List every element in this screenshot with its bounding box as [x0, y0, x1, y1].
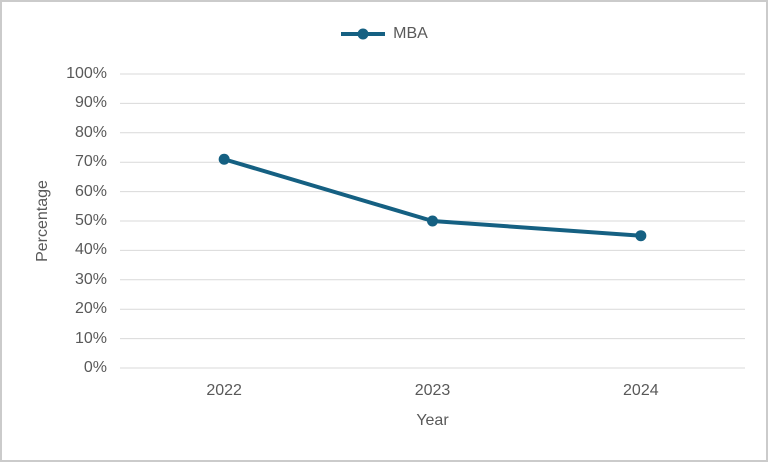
x-axis-title: Year	[416, 412, 449, 429]
legend-label: MBA	[393, 25, 428, 42]
x-tick-label: 2024	[623, 382, 659, 399]
data-point-marker	[635, 230, 647, 242]
y-tick-label: 70%	[74, 153, 107, 171]
y-tick-label: 80%	[74, 123, 107, 141]
y-tick-label: 10%	[74, 329, 107, 347]
y-tick-label: 40%	[74, 241, 107, 259]
x-tick-label: 2022	[206, 382, 242, 399]
legend: MBA	[2, 22, 766, 46]
data-point-marker	[218, 153, 230, 165]
y-tick-label: 0%	[83, 359, 107, 376]
x-tick-label: 2023	[414, 382, 451, 399]
y-tick-label: 50%	[74, 212, 107, 229]
data-point-marker	[427, 215, 438, 227]
y-tick-label: 60%	[74, 182, 107, 200]
y-tick-label: 100%	[66, 65, 107, 82]
y-tick-label: 20%	[74, 300, 107, 318]
y-tick-label: 30%	[74, 270, 107, 288]
y-tick-label: 90%	[74, 94, 107, 112]
legend-line-marker-icon	[341, 28, 386, 40]
